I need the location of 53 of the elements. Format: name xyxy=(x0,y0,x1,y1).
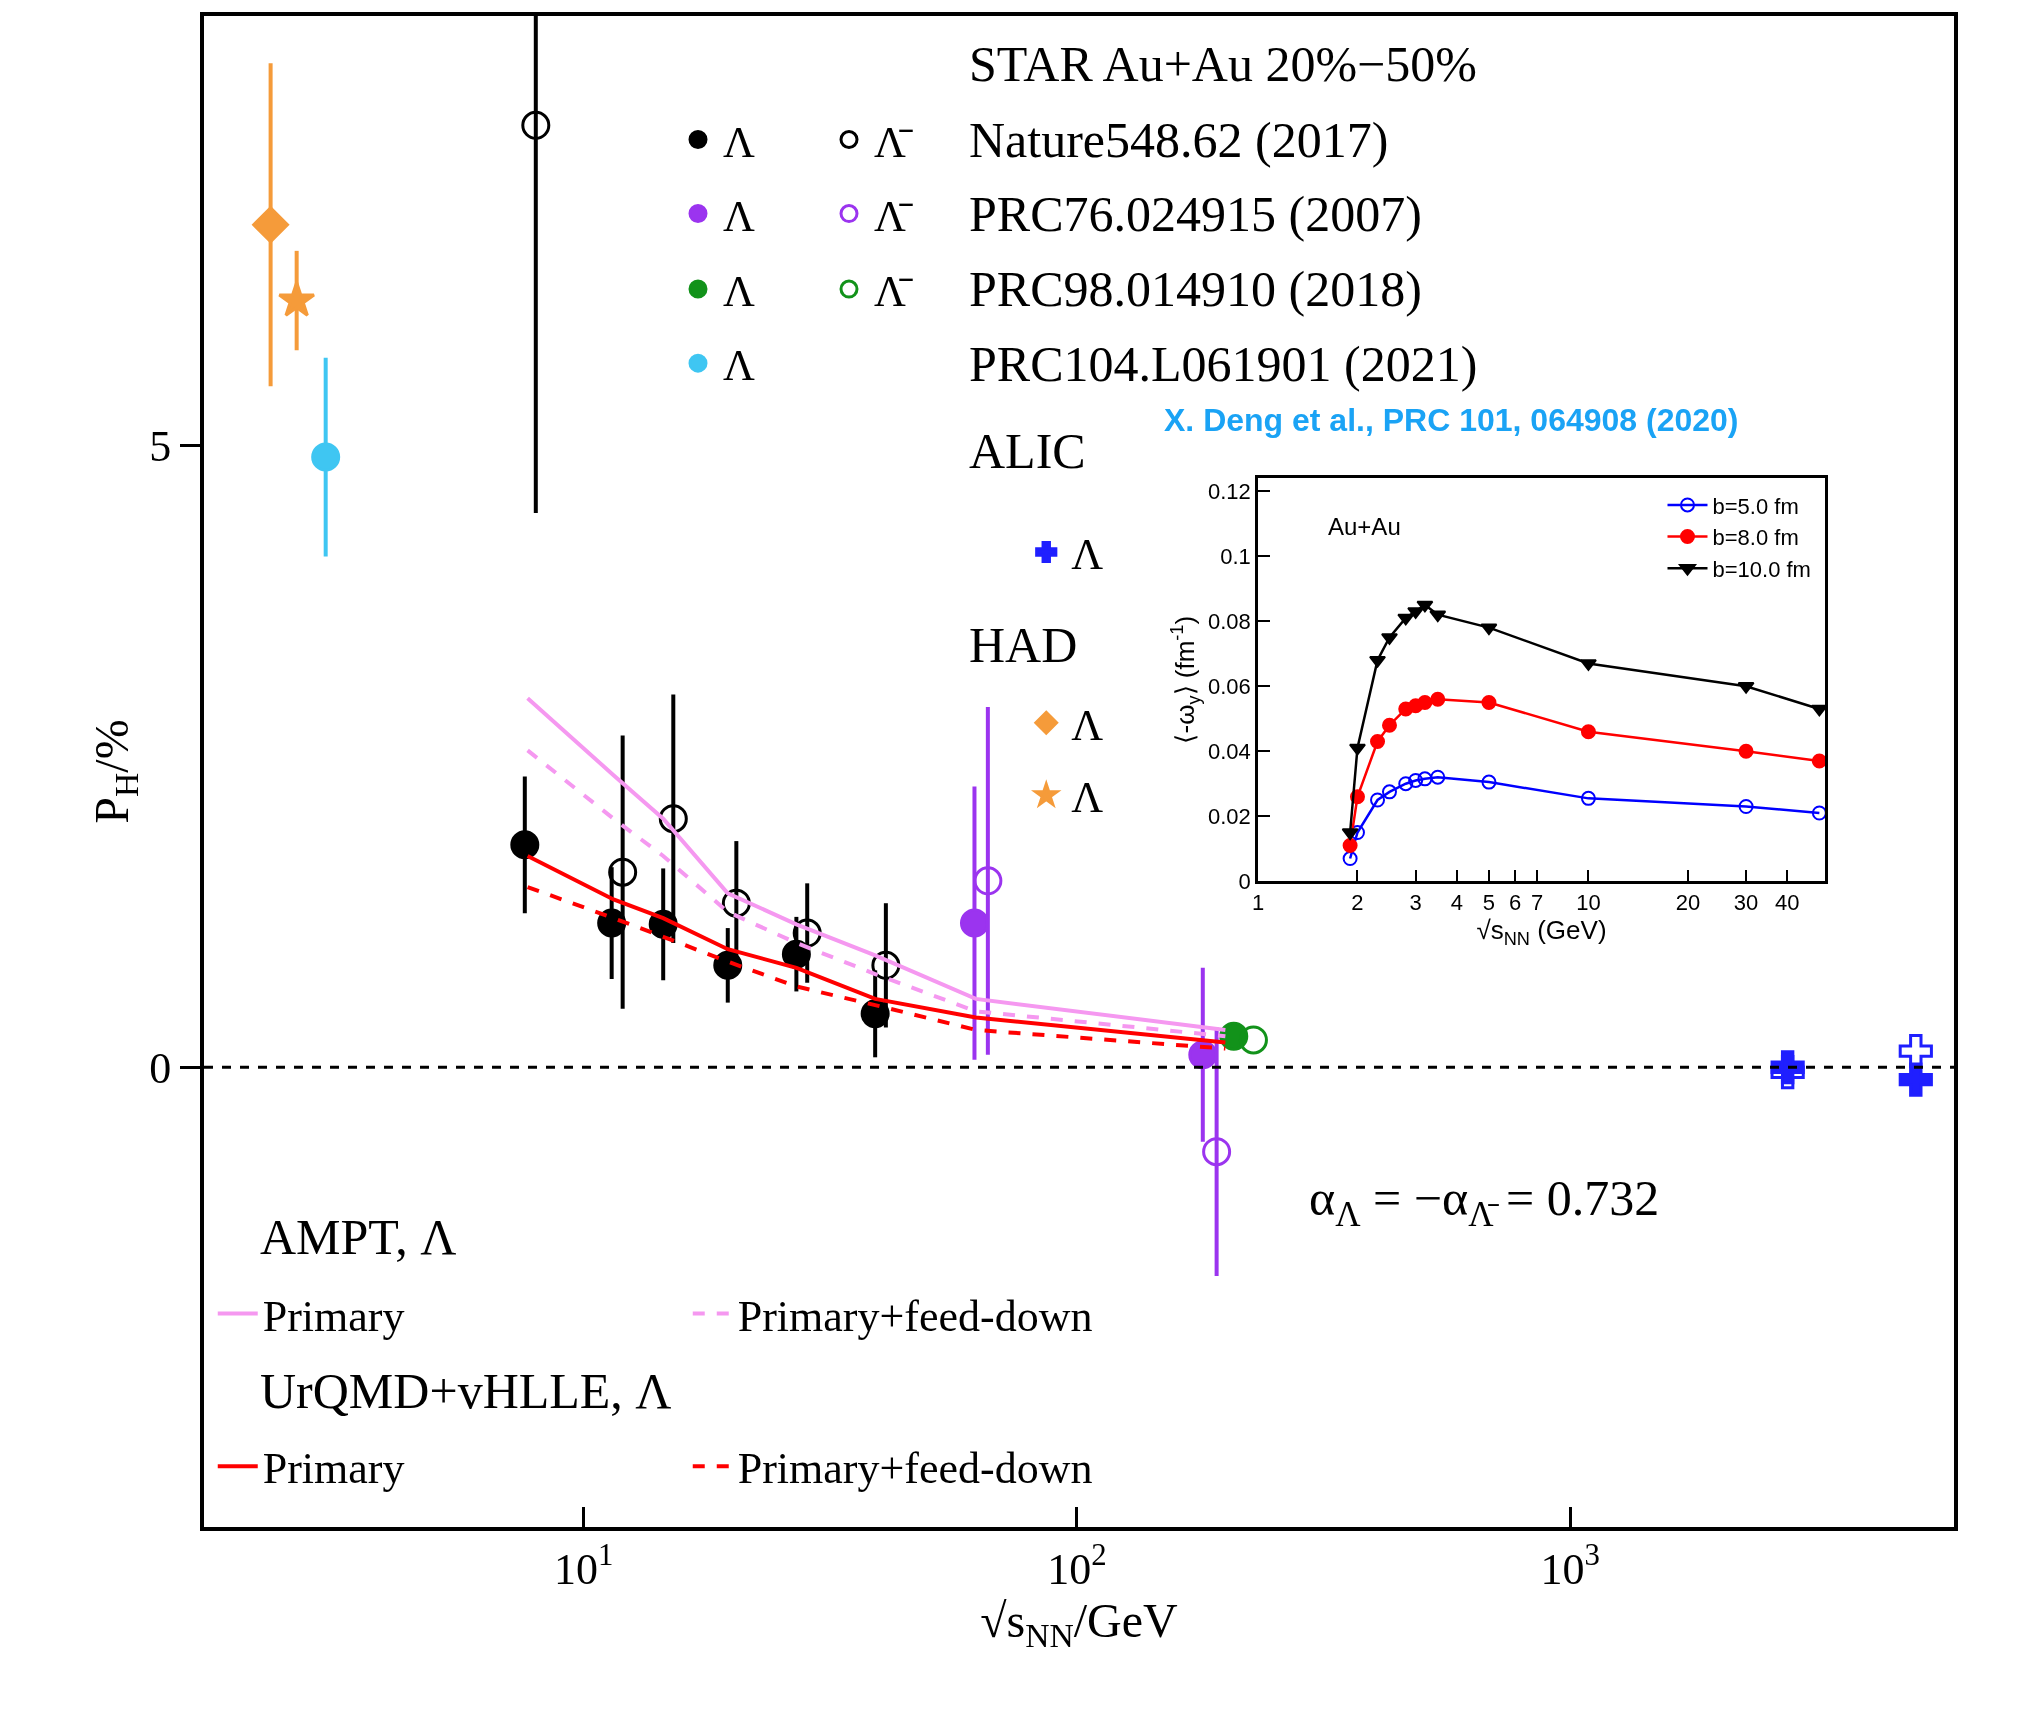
x-tick-label: 20 xyxy=(1675,890,1701,916)
legend-label: Λ xyxy=(723,117,755,167)
y-tick-label: 0.04 xyxy=(1208,738,1251,764)
annotation: PRC98.014910 (2018) xyxy=(969,261,1422,317)
legend-label: Primary xyxy=(262,1291,405,1341)
y-tick-label: 0 xyxy=(149,1043,172,1093)
x-axis-title: √s$_{NN}$ (GeV) xyxy=(1476,915,1607,949)
x-tick-label: 10$^{3}$ xyxy=(1540,1538,1600,1594)
y-tick-label: 0.02 xyxy=(1208,803,1251,829)
legend-label: Λ xyxy=(1071,530,1104,580)
x-tick-label: 6 xyxy=(1508,890,1522,916)
legend-title: STAR Au+Au 20%−50% xyxy=(969,36,1477,92)
legend-label: b=8.0 fm xyxy=(1712,525,1799,551)
x-tick-label: 7 xyxy=(1531,890,1544,916)
x-tick-label: 10 xyxy=(1576,890,1601,916)
legend-label: Λ̄ xyxy=(874,267,913,317)
legend-label: Λ xyxy=(723,191,755,241)
y-tick-label: 0.06 xyxy=(1208,673,1251,699)
annotation: AMPT, Λ xyxy=(260,1209,457,1265)
annotation: HAD xyxy=(969,617,1078,673)
annotation: Au+Au xyxy=(1328,513,1401,540)
annotation: UrQMD+vHLLE, Λ xyxy=(260,1363,672,1419)
x-tick-label: 10$^{2}$ xyxy=(1047,1538,1107,1594)
annotation: Nature548.62 (2017) xyxy=(969,112,1389,168)
legend-label: Λ xyxy=(723,267,755,317)
legend-label: b=10.0 fm xyxy=(1712,556,1811,582)
x-tick-label: 10$^{1}$ xyxy=(553,1538,614,1594)
legend-label: Primary+feed-down xyxy=(737,1444,1093,1494)
annotation: α$_{Λ}$ = −α$_{Λ̄}$ = 0.732 xyxy=(1309,1170,1660,1234)
y-tick-label: 0.1 xyxy=(1220,543,1251,569)
annotation: PRC104.L061901 (2021) xyxy=(969,336,1478,392)
y-tick-label: 0 xyxy=(1238,868,1251,894)
legend-label: b=5.0 fm xyxy=(1712,493,1799,519)
annotation: PRC76.024915 (2007) xyxy=(969,186,1422,242)
legend-label: Λ xyxy=(723,341,755,391)
legend-label: Primary xyxy=(262,1444,405,1494)
x-tick-label: 4 xyxy=(1450,890,1464,916)
x-tick-label: 5 xyxy=(1482,890,1496,916)
x-axis-title: √s$_{NN}$/GeV xyxy=(980,1593,1179,1654)
annotation: ALIC xyxy=(969,423,1086,479)
y-tick-label: 0.08 xyxy=(1208,608,1251,634)
legend-label: Λ xyxy=(1071,773,1104,823)
legend-label: Λ xyxy=(1071,700,1104,750)
chart-title: X. Deng et al., PRC 101, 064908 (2020) xyxy=(1164,402,1739,438)
legend-label: Λ̄ xyxy=(874,191,913,241)
x-tick-label: 2 xyxy=(1351,890,1364,916)
x-tick-label: 30 xyxy=(1733,890,1759,916)
legend-label: Primary+feed-down xyxy=(737,1291,1093,1341)
y-tick-label: 0.12 xyxy=(1208,478,1251,504)
x-tick-label: 1 xyxy=(1251,890,1265,916)
x-tick-label: 3 xyxy=(1409,890,1422,916)
legend-label: Λ̄ xyxy=(874,117,913,167)
x-tick-label: 40 xyxy=(1775,890,1800,916)
